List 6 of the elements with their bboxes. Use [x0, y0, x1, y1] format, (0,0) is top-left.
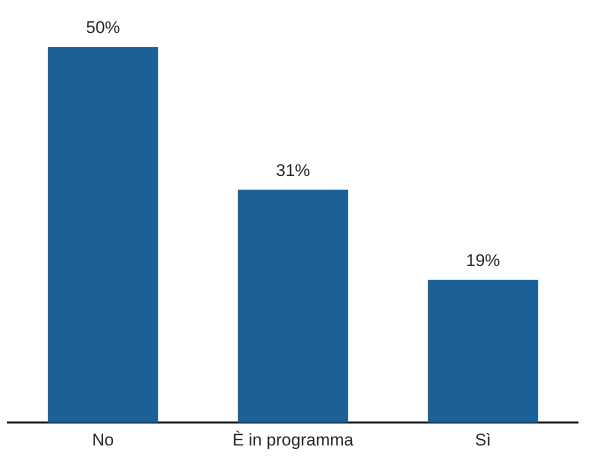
- x-tick-label: No: [92, 430, 114, 450]
- data-label: 19%: [466, 251, 500, 270]
- x-tick-label: Sì: [474, 430, 492, 450]
- data-label: 31%: [276, 160, 310, 180]
- data-label: 50%: [86, 18, 120, 38]
- x-tick-label: È in programma: [232, 430, 354, 450]
